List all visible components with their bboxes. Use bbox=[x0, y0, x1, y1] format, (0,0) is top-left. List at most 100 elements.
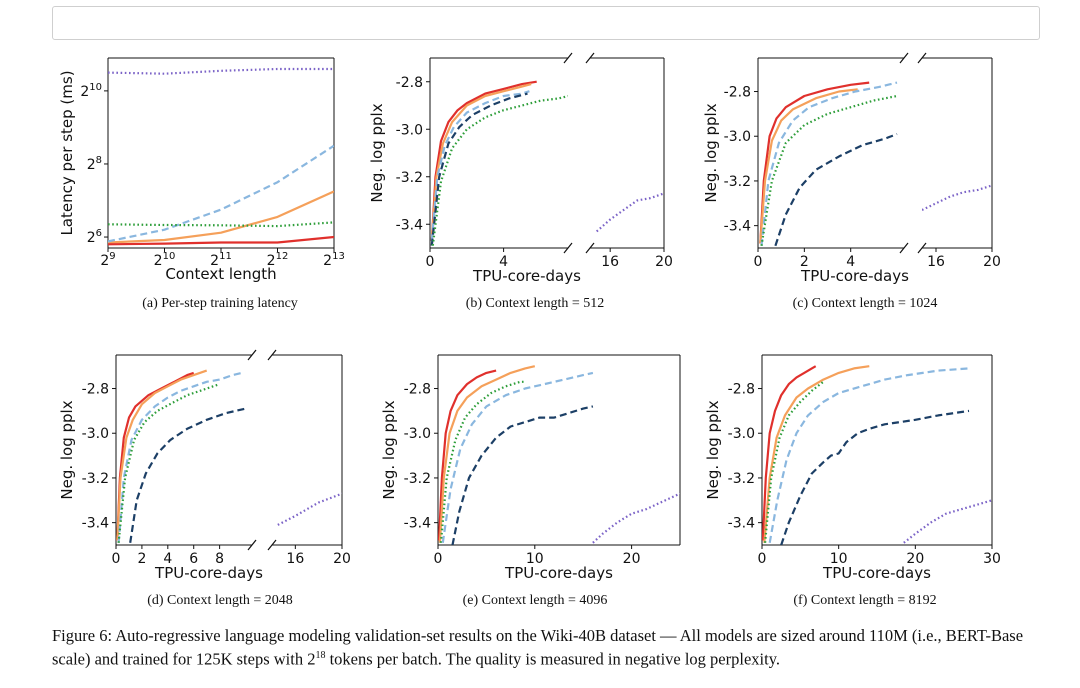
series-flash-quad bbox=[108, 190, 334, 244]
series-flash bbox=[116, 371, 195, 541]
series-transformer- bbox=[441, 371, 594, 543]
series-transformer bbox=[780, 409, 970, 545]
axis-break-mark bbox=[563, 242, 573, 254]
x-tick-label: 29 bbox=[100, 251, 115, 269]
x-tick-label: 4 bbox=[499, 254, 508, 270]
y-axis-label: Latency per step (ms) bbox=[58, 70, 76, 235]
x-tick-label: 211 bbox=[210, 251, 232, 269]
x-tick-label: 4 bbox=[846, 254, 855, 270]
series-flash bbox=[762, 365, 817, 541]
plot-area bbox=[759, 81, 898, 247]
axis-break-mark bbox=[267, 349, 277, 361]
y-tick-label: -3.0 bbox=[728, 426, 755, 442]
y-tick-label: 28 bbox=[87, 155, 102, 173]
plot-area-right bbox=[277, 492, 342, 526]
series-combiner bbox=[108, 221, 334, 228]
plot-area-right bbox=[595, 192, 664, 233]
chart-e: -2.8 -3.0 -3.2 -3.4 0 10 20 TPU-core-days Neg. l… bbox=[380, 354, 681, 582]
x-tick-label: 6 bbox=[189, 551, 198, 567]
series-flash-quad bbox=[759, 88, 858, 244]
x-tick-label: 212 bbox=[267, 251, 289, 269]
y-tick-label: -3.0 bbox=[396, 122, 423, 138]
y-tick-label: -3.4 bbox=[82, 516, 109, 532]
x-tick-label: 2 bbox=[137, 551, 146, 567]
plot-area bbox=[116, 369, 246, 543]
x-axis-label: TPU-core-days bbox=[504, 564, 613, 582]
caption-e: (e) Context length = 4096 bbox=[462, 593, 608, 608]
plot-area bbox=[108, 67, 334, 246]
series-combiner bbox=[760, 94, 898, 246]
series-transformer bbox=[129, 407, 246, 543]
y-tick-label: -3.2 bbox=[82, 471, 109, 487]
x-axis-label: TPU-core-days bbox=[800, 267, 909, 285]
y-tick-label: -3.2 bbox=[396, 170, 423, 186]
y-tick-label: -3.0 bbox=[404, 426, 431, 442]
series-performer bbox=[922, 184, 992, 211]
x-tick-label: 4 bbox=[163, 551, 172, 567]
x-tick-label: 16 bbox=[601, 254, 619, 270]
caption-f: (f) Context length = 8192 bbox=[793, 593, 937, 608]
series-combiner bbox=[431, 94, 568, 246]
figure-caption: Figure 6: Auto-regressive language model… bbox=[52, 626, 1062, 670]
x-tick-label: 20 bbox=[983, 254, 1001, 270]
series-transformer bbox=[774, 132, 898, 247]
y-tick-label: -2.8 bbox=[404, 382, 431, 398]
series-flash bbox=[438, 369, 497, 541]
x-tick-label: 16 bbox=[286, 551, 304, 567]
x-tick-label: 0 bbox=[434, 551, 443, 567]
series-flash bbox=[759, 81, 870, 244]
x-axis-label: TPU-core-days bbox=[154, 564, 263, 582]
y-axis-label: Neg. log pplx bbox=[704, 400, 722, 499]
x-tick-label: 0 bbox=[758, 551, 767, 567]
y-tick-label: 26 bbox=[87, 228, 102, 246]
y-tick-label: -2.8 bbox=[82, 382, 109, 398]
axis-break-mark bbox=[899, 242, 909, 254]
x-axis-label: Context length bbox=[165, 265, 276, 283]
figure-caption-sup: 18 bbox=[315, 650, 326, 661]
y-axis-label: Neg. log pplx bbox=[58, 400, 76, 499]
caption-c: (c) Context length = 1024 bbox=[792, 296, 938, 311]
y-tick-label: -3.2 bbox=[728, 471, 755, 487]
plot-area-right bbox=[922, 184, 992, 211]
x-tick-label: 20 bbox=[333, 551, 351, 567]
x-tick-label: 0 bbox=[426, 254, 435, 270]
axis-break-mark bbox=[585, 242, 595, 254]
y-tick-label: 210 bbox=[80, 82, 102, 100]
y-tick-label: -3.2 bbox=[404, 471, 431, 487]
series-combiner bbox=[117, 383, 220, 543]
y-tick-label: -3.0 bbox=[724, 129, 751, 145]
x-tick-label: 0 bbox=[112, 551, 121, 567]
x-tick-label: 10 bbox=[526, 551, 544, 567]
axis-break-mark bbox=[899, 52, 909, 64]
y-tick-label: -3.4 bbox=[728, 516, 755, 532]
x-tick-label: 20 bbox=[623, 551, 641, 567]
plot-area bbox=[430, 80, 568, 246]
y-axis-label: Neg. log pplx bbox=[702, 103, 720, 202]
series-combiner bbox=[764, 380, 824, 543]
series-transformer- bbox=[768, 367, 970, 543]
x-tick-label: 2 bbox=[800, 254, 809, 270]
series-flash bbox=[108, 235, 334, 246]
axis-break-mark bbox=[247, 349, 257, 361]
y-tick-label: -2.8 bbox=[396, 75, 423, 91]
series-performer bbox=[108, 67, 334, 75]
axis-break-mark bbox=[917, 52, 927, 64]
y-tick-label: -2.8 bbox=[728, 382, 755, 398]
series-flash-quad bbox=[438, 365, 536, 543]
plot-area bbox=[438, 365, 680, 545]
x-tick-label: 30 bbox=[983, 551, 1001, 567]
axis-break-mark bbox=[917, 242, 927, 254]
y-axis-label: Neg. log pplx bbox=[368, 103, 386, 202]
y-tick-label: -3.0 bbox=[82, 426, 109, 442]
series-performer bbox=[277, 492, 342, 526]
series-flash-quad bbox=[430, 83, 532, 241]
figure-caption-suffix: tokens per batch. The quality is measure… bbox=[325, 649, 781, 669]
x-tick-label: 20 bbox=[906, 551, 924, 567]
x-axis-label: TPU-core-days bbox=[822, 564, 931, 582]
series-flash bbox=[430, 80, 537, 241]
x-tick-label: 16 bbox=[927, 254, 945, 270]
